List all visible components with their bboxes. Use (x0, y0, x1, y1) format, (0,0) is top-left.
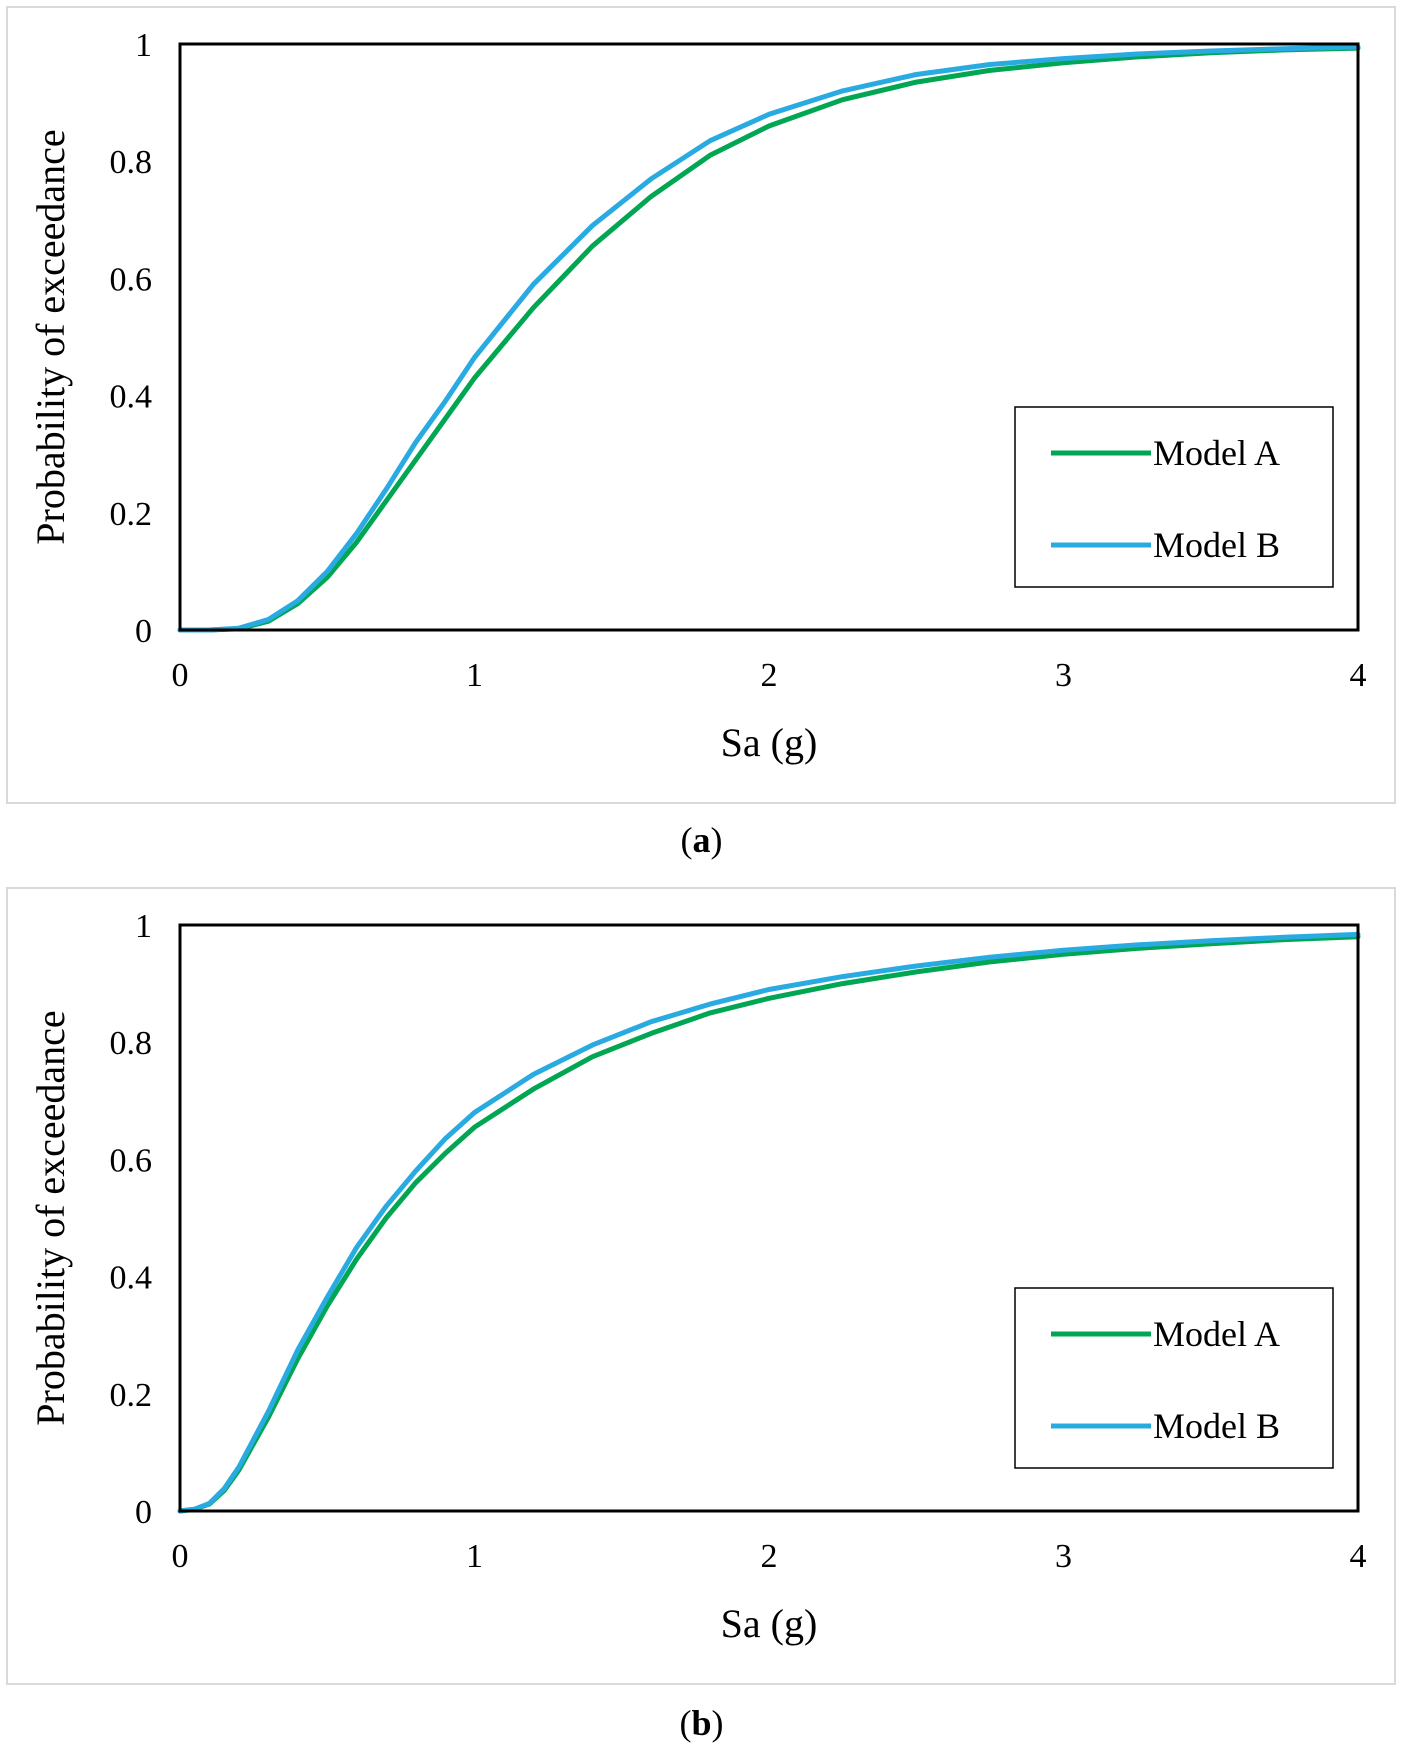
legend-label-model-a: Model A (1153, 433, 1280, 473)
caption-a-label: a (692, 820, 711, 860)
chart-b: 0 0.2 0.4 0.6 0.8 1 0 1 2 3 4 Sa (g) Probability of … (28, 908, 1367, 1646)
legend-box (1014, 406, 1334, 588)
chart-panel-a: 0 0.2 0.4 0.6 0.8 1 0 1 2 3 4 Sa (g) Probability of … (6, 6, 1396, 804)
y-tick-label: 0.2 (110, 1377, 153, 1414)
x-tick-label: 2 (761, 657, 778, 694)
x-axis-title: Sa (g) (721, 1601, 818, 1646)
plot-area (178, 42, 1360, 632)
y-tick-label: 0.6 (110, 1142, 153, 1179)
y-tick-label: 0.4 (110, 1260, 153, 1297)
y-axis-title: Probability of exceedance (28, 1010, 73, 1425)
legend-label-model-a: Model A (1153, 1314, 1280, 1354)
series-line-model-b (177, 44, 1361, 633)
caption-b: (b) (679, 1703, 724, 1743)
x-tick-label: 0 (172, 1538, 189, 1575)
y-tick-label: 0.6 (110, 261, 153, 298)
x-tick-label: 0 (172, 657, 189, 694)
legend-label-model-b: Model B (1153, 1406, 1280, 1446)
y-tick-label: 1 (135, 27, 152, 64)
y-tick-label: 0 (135, 613, 152, 650)
x-axis-title: Sa (g) (721, 720, 818, 765)
legend: Model A Model B (1014, 406, 1334, 588)
x-tick-label: 4 (1350, 657, 1367, 694)
chart-a: 0 0.2 0.4 0.6 0.8 1 0 1 2 3 4 Sa (g) Probability of … (28, 27, 1367, 765)
caption-b-label: b (691, 1703, 712, 1743)
y-tick-label: 0.4 (110, 379, 153, 416)
legend: Model A Model B (1014, 1287, 1334, 1469)
y-tick-label: 0.8 (110, 144, 153, 181)
chart-panel-b: 0 0.2 0.4 0.6 0.8 1 0 1 2 3 4 Sa (g) Probability of … (6, 887, 1396, 1685)
y-tick-label: 0.8 (110, 1025, 153, 1062)
y-tick-label: 0.2 (110, 496, 153, 533)
legend-label-model-b: Model B (1153, 525, 1280, 565)
x-tick-label: 1 (466, 657, 483, 694)
x-tick-label: 3 (1055, 1538, 1072, 1575)
x-tick-label: 4 (1350, 1538, 1367, 1575)
x-tick-label: 3 (1055, 657, 1072, 694)
y-tick-label: 1 (135, 908, 152, 945)
x-tick-label: 1 (466, 1538, 483, 1575)
legend-box (1014, 1287, 1334, 1469)
y-axis-title: Probability of exceedance (28, 129, 73, 544)
y-tick-label: 0 (135, 1494, 152, 1531)
series-line-model-b (177, 931, 1361, 1514)
x-tick-label: 2 (761, 1538, 778, 1575)
caption-a: (a) (680, 820, 723, 860)
plot-area (178, 923, 1360, 1513)
